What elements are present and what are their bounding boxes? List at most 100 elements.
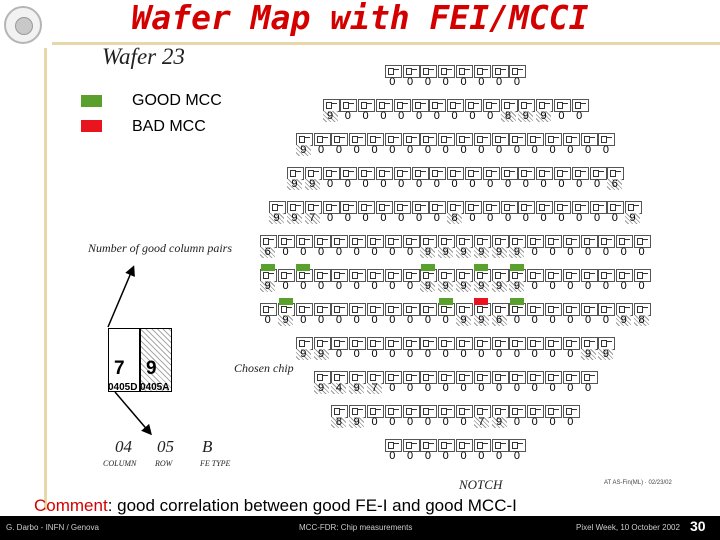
wafer-chip: 9 [517,98,536,129]
chip-hatch [322,111,338,122]
inset-left-code: 0405D [108,382,138,393]
chip-value: 0 [469,178,476,190]
wafer-chip: 0 [295,302,313,333]
chip-value: 0 [567,416,574,428]
wafer-chip: 0 [580,370,598,401]
wafer-chip: 9 [455,302,473,333]
wafer-chip: 0 [384,404,402,435]
chip-outline-icon [313,133,331,146]
wafer-chip: 0 [411,98,429,129]
good-mcc-marker [509,264,524,271]
chip-outline-icon [304,201,322,214]
chip-outline-icon [402,65,420,78]
comment-prefix: Comment [34,496,108,515]
chip-hatch [456,247,471,258]
chip-outline-icon [473,133,491,146]
chip-outline-icon [331,133,349,146]
chip-outline-icon [562,405,580,418]
chip-outline-icon [420,405,438,418]
chip-outline-icon [580,371,598,384]
chip-outline-icon [429,99,447,112]
wafer-chip: 0 [437,370,456,401]
chip-outline-icon [562,303,580,316]
inset-left-value: 7 [114,358,125,379]
chip-value: 0 [424,144,431,156]
wafer-chip: 0 [295,268,313,299]
chip-outline-icon [456,133,473,146]
wafer-chip: 0 [464,98,482,129]
chip-value: 0 [371,246,378,258]
wafer-chip: 0 [419,438,438,469]
chip-value: 9 [353,416,360,428]
chip-value: 0 [496,450,503,462]
wafer-chip: 9 [473,234,491,265]
chip-outline-icon [340,167,358,180]
chip-outline-icon [420,303,438,316]
chip-outline-icon [295,303,313,316]
wafer-chip: 0 [491,132,509,163]
chip-outline-icon [384,235,402,248]
wafer-chip: 9 [437,234,456,265]
chip-hatch [473,247,489,258]
chip-outline-icon [322,201,340,214]
chip-outline-icon [367,269,384,282]
chip-outline-icon [527,303,545,316]
chip-outline-icon [402,337,420,350]
chip-value: 9 [478,246,485,258]
chip-outline-icon [545,303,562,316]
chip-outline-icon [580,235,598,248]
wafer-chip: 0 [437,64,456,95]
wafer-chip: 0 [482,200,500,231]
chip-outline-icon [375,99,393,112]
wafer-chip: 0 [473,370,491,401]
wafer-chip: 0 [464,200,482,231]
wafer-chip: 0 [446,98,465,129]
chip-outline-icon [545,133,562,146]
chip-value: 0 [469,212,476,224]
chip-value: 0 [353,280,360,292]
wafer-chip: 0 [455,64,473,95]
wafer-chip: 0 [366,404,384,435]
wafer-chip: 0 [348,336,367,367]
wafer-chip: 9 [491,234,509,265]
chip-value: 9 [318,348,325,360]
wafer-chip: 0 [562,302,580,333]
chip-value: 0 [549,348,556,360]
wafer-chip: 0 [348,132,367,163]
chip-value: 0 [585,144,592,156]
chip-outline-icon [420,337,438,350]
footer-event: Pixel Week, 10 October 2002 [576,523,680,532]
wafer-chip: 0 [322,200,340,231]
chip-outline-icon [420,65,438,78]
chip-outline-icon [456,337,473,350]
chip-value: 0 [504,178,512,190]
good-mcc-marker [509,298,524,305]
wafer-chip: 0 [437,336,456,367]
wafer-chip: 0 [419,64,438,95]
chip-value: 9 [442,246,449,258]
wafer-chip: 0 [384,438,402,469]
chip-value: 7 [371,382,378,394]
chip-value: 0 [335,280,342,292]
wafer-chip: 0 [508,336,527,367]
chip-value: 0 [585,382,592,394]
chip-hatch [473,417,489,428]
chip-outline-icon [580,269,598,282]
chip-outline-icon [473,371,491,384]
wafer-chip: 6 [491,302,509,333]
inset-right-code: 0405A [140,382,170,393]
wafer-chip: 0 [446,166,465,197]
chip-value: 9 [460,246,467,258]
chip-outline-icon [562,269,580,282]
chip-value: 0 [602,246,609,258]
chip-outline-icon [384,439,402,452]
chip-outline-icon [616,269,634,282]
chip-value: 0 [451,178,458,190]
wafer-chip: 0 [464,166,482,197]
wafer-chip: 0 [455,370,473,401]
chip-value: 0 [620,280,627,292]
chip-value: 9 [300,144,307,156]
chip-value: 0 [478,144,485,156]
wafer-chip: 8 [633,302,651,333]
chip-value: 7 [478,416,485,428]
